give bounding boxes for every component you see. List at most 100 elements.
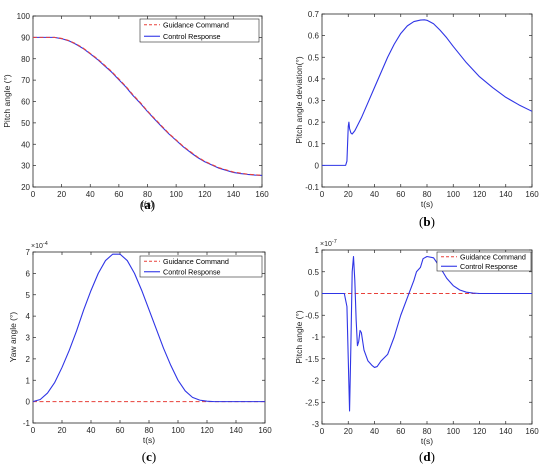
y-exponent-label: ×10-7 — [320, 239, 337, 248]
y-tick-label: 0 — [26, 398, 31, 407]
y-tick-label: 0.3 — [308, 97, 320, 106]
y-axis-label: Yaw angle (°) — [8, 312, 18, 363]
y-tick-label: -1.5 — [305, 355, 319, 364]
y-tick-label: -2 — [312, 377, 320, 386]
y-tick-label: 0.7 — [308, 10, 320, 19]
x-tick-label: 60 — [116, 426, 125, 435]
x-tick-label: 80 — [145, 426, 154, 435]
x-tick-label: 160 — [525, 427, 539, 436]
x-tick-label: 20 — [344, 190, 353, 199]
series-line-response — [322, 19, 532, 166]
y-tick-label: 0 — [315, 161, 320, 170]
y-tick-label: 80 — [21, 55, 30, 64]
x-tick-label: 0 — [31, 426, 36, 435]
legend-box — [436, 251, 532, 272]
y-tick-label: 30 — [21, 162, 30, 171]
legend-entry: Guidance Command — [163, 20, 229, 29]
y-tick-label: 6 — [26, 269, 31, 278]
x-axis-label: t(s) — [141, 199, 153, 209]
x-tick-label: 100 — [171, 426, 185, 435]
x-tick-label: 40 — [87, 426, 96, 435]
y-axis-label: Pitch angle (°) — [294, 310, 304, 364]
y-tick-label: 70 — [21, 76, 30, 85]
y-tick-label: 1 — [315, 246, 320, 255]
x-tick-label: 40 — [86, 190, 95, 199]
legend-entry: Control Response — [460, 262, 518, 271]
y-axis-label: Pitch angle deviation(°) — [294, 56, 304, 144]
x-tick-label: 20 — [57, 190, 66, 199]
plot-area — [321, 249, 533, 425]
x-axis-label: t(s) — [421, 436, 433, 446]
x-tick-label: 20 — [58, 426, 67, 435]
x-tick-label: 160 — [258, 426, 272, 435]
y-tick-label: 100 — [17, 12, 31, 21]
y-tick-label: 0.1 — [308, 140, 320, 149]
plot-area — [32, 251, 266, 424]
x-axis-label: t(s) — [143, 435, 155, 445]
x-tick-label: 100 — [447, 427, 461, 436]
y-tick-label: 7 — [26, 248, 31, 257]
x-tick-label: 0 — [320, 190, 325, 199]
y-tick-label: 0.5 — [308, 268, 320, 277]
y-tick-label: -2.5 — [305, 398, 319, 407]
chart-panel-d: 0 20 40 60 80 100 120 140 160 -3 -2.5 -2 -1.5 -1 -0.5 0… — [294, 239, 539, 464]
y-axis-label: Pitch angle (°) — [2, 74, 12, 128]
x-tick-label: 100 — [169, 190, 183, 199]
x-tick-label: 140 — [499, 427, 513, 436]
y-tick-label: 0.2 — [308, 118, 320, 127]
x-tick-label: 100 — [447, 190, 461, 199]
y-tick-label: 40 — [21, 140, 30, 149]
panel-label: (a) — [140, 197, 155, 212]
legend-entry: Guidance Command — [460, 252, 526, 261]
x-tick-label: 20 — [344, 427, 353, 436]
y-tick-label: 50 — [21, 119, 30, 128]
y-tick-label: -0.1 — [305, 183, 319, 192]
panel-label: (b) — [419, 214, 435, 229]
panel-label: (c) — [142, 449, 156, 464]
x-tick-label: 60 — [396, 190, 405, 199]
y-tick-label: -1 — [23, 419, 31, 428]
y-tick-label: 0.6 — [308, 32, 320, 41]
x-tick-label: 40 — [370, 190, 379, 199]
y-tick-label: -1 — [312, 333, 320, 342]
series-line-control-response — [33, 253, 265, 403]
y-tick-label: 3 — [26, 334, 31, 343]
series-line-guidance-command — [33, 36, 262, 176]
panel-label: (d) — [419, 449, 435, 464]
x-tick-label: 120 — [473, 190, 487, 199]
y-tick-label: 0.4 — [308, 75, 320, 84]
y-tick-label: 4 — [26, 312, 31, 321]
y-tick-label: 2 — [26, 355, 31, 364]
chart-panel-a: 0 20 40 60 80 100 120 140 1602030405060708090100… — [2, 12, 269, 212]
x-axis-label: t(s) — [421, 199, 433, 209]
x-tick-label: 140 — [227, 190, 241, 199]
x-tick-label: 60 — [114, 190, 123, 199]
x-tick-label: 120 — [200, 426, 214, 435]
y-tick-label: 90 — [21, 33, 30, 42]
x-tick-label: 0 — [320, 427, 325, 436]
x-tick-label: 0 — [31, 190, 36, 199]
chart-panel-c: 0 20 40 60 80 100 120 140 160-101234567×10-4t(s)… — [8, 241, 272, 464]
x-tick-label: 80 — [423, 190, 432, 199]
plot-area — [321, 13, 533, 188]
x-tick-label: 60 — [396, 427, 405, 436]
y-tick-label: 0.5 — [308, 53, 320, 62]
plot-area — [32, 15, 263, 188]
y-tick-label: 0 — [315, 290, 320, 299]
x-tick-label: 140 — [229, 426, 243, 435]
legend-entry: Control Response — [163, 267, 221, 276]
x-tick-label: 40 — [370, 427, 379, 436]
x-tick-label: 120 — [473, 427, 487, 436]
legend-box — [139, 18, 260, 43]
x-tick-label: 80 — [423, 427, 432, 436]
chart-panel-b: 0 20 40 60 80 100 120 140 160-0.100.10.20.30.40.… — [294, 10, 539, 229]
y-tick-label: 5 — [26, 291, 31, 300]
y-tick-label: 1 — [26, 376, 31, 385]
x-tick-label: 160 — [525, 190, 539, 199]
y-exponent-label: ×10-4 — [31, 241, 48, 250]
x-tick-label: 120 — [198, 190, 212, 199]
x-tick-label: 140 — [499, 190, 513, 199]
